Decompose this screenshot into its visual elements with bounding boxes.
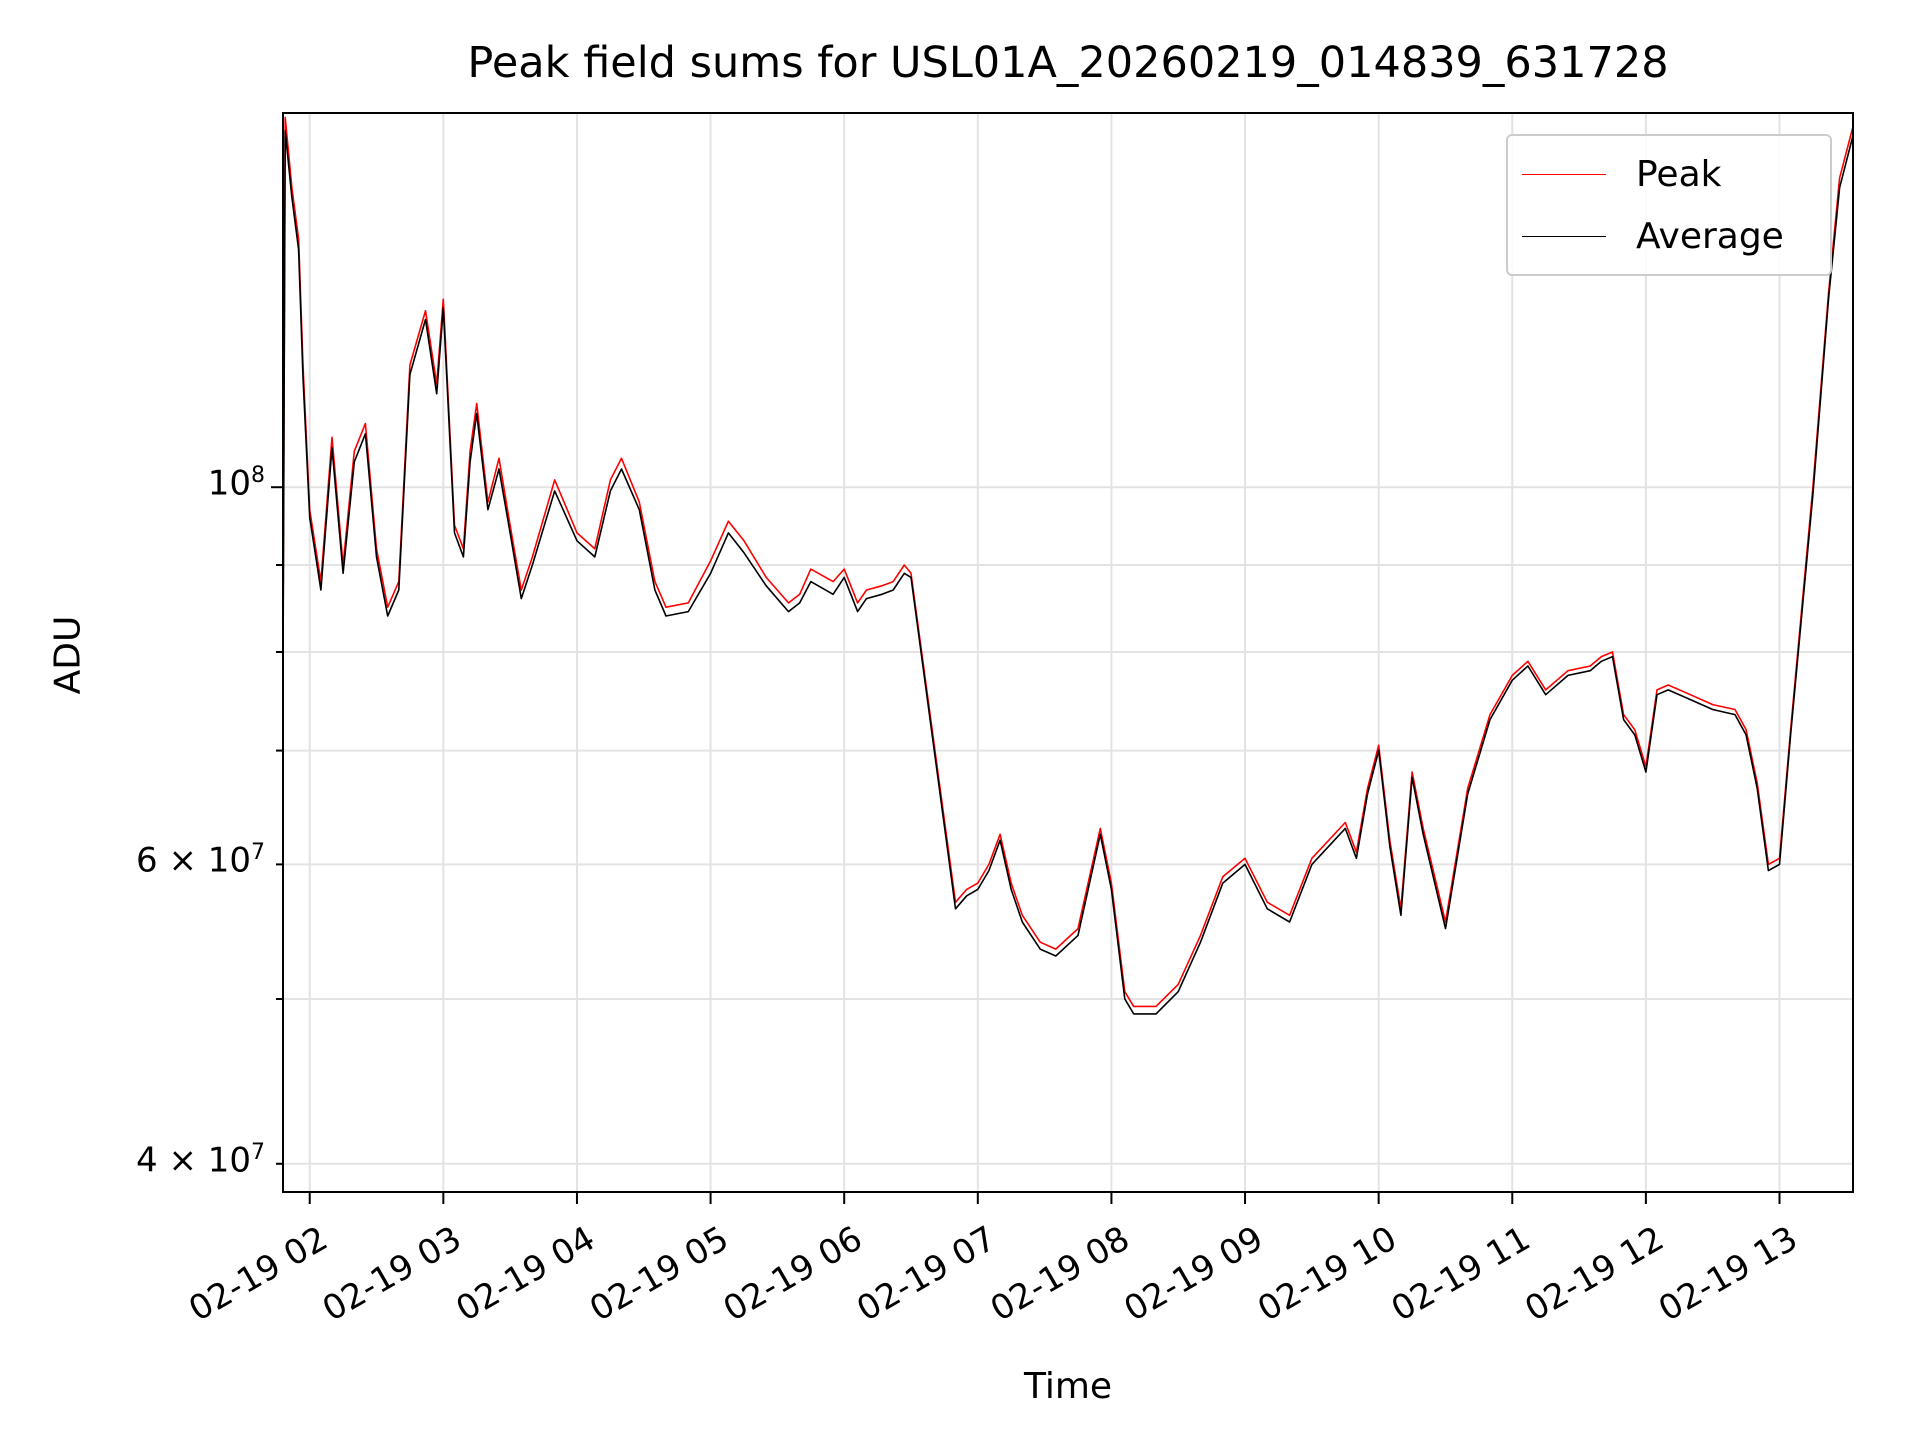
x-tick-label: 02-19 04 [449, 1219, 601, 1330]
x-tick-label: 02-19 07 [850, 1219, 1002, 1330]
x-tick-label: 02-19 13 [1652, 1219, 1804, 1330]
grid-lines [283, 113, 1853, 1192]
x-tick-label: 02-19 02 [182, 1219, 334, 1330]
legend-swatch-average [1522, 235, 1606, 237]
legend-item-average: Average [1522, 215, 1784, 257]
y-tick-label-6e7: 6 × 107 [136, 840, 265, 881]
x-tick-label: 02-19 08 [984, 1219, 1136, 1330]
series-layer [282, 116, 1854, 1015]
chart-title: Peak field sums for USL01A_20260219_0148… [467, 38, 1669, 88]
series-line-average [282, 130, 1854, 1015]
y-tick-label-4e7: 4 × 107 [136, 1139, 265, 1181]
legend-item-peak: Peak [1522, 153, 1722, 195]
x-tick-label: 02-19 05 [583, 1219, 735, 1330]
plot-frame [282, 112, 1854, 1193]
x-tick-label: 02-19 09 [1118, 1219, 1270, 1330]
x-tick-label: 02-19 06 [717, 1219, 869, 1330]
x-axis-label: Time [1023, 1366, 1113, 1407]
legend-label-average: Average [1636, 215, 1784, 257]
x-tick-label: 02-19 10 [1251, 1219, 1403, 1330]
legend-swatch-peak [1522, 173, 1606, 175]
legend-label-peak: Peak [1636, 153, 1722, 195]
legend: Peak Average [1506, 134, 1832, 276]
x-tick-label: 02-19 12 [1518, 1219, 1670, 1330]
x-tick-label: 02-19 11 [1385, 1219, 1537, 1330]
y-axis-label: ADU [47, 615, 89, 695]
x-tick-label: 02-19 03 [316, 1219, 468, 1330]
y-tick-label-1e8: 108 [207, 463, 265, 504]
